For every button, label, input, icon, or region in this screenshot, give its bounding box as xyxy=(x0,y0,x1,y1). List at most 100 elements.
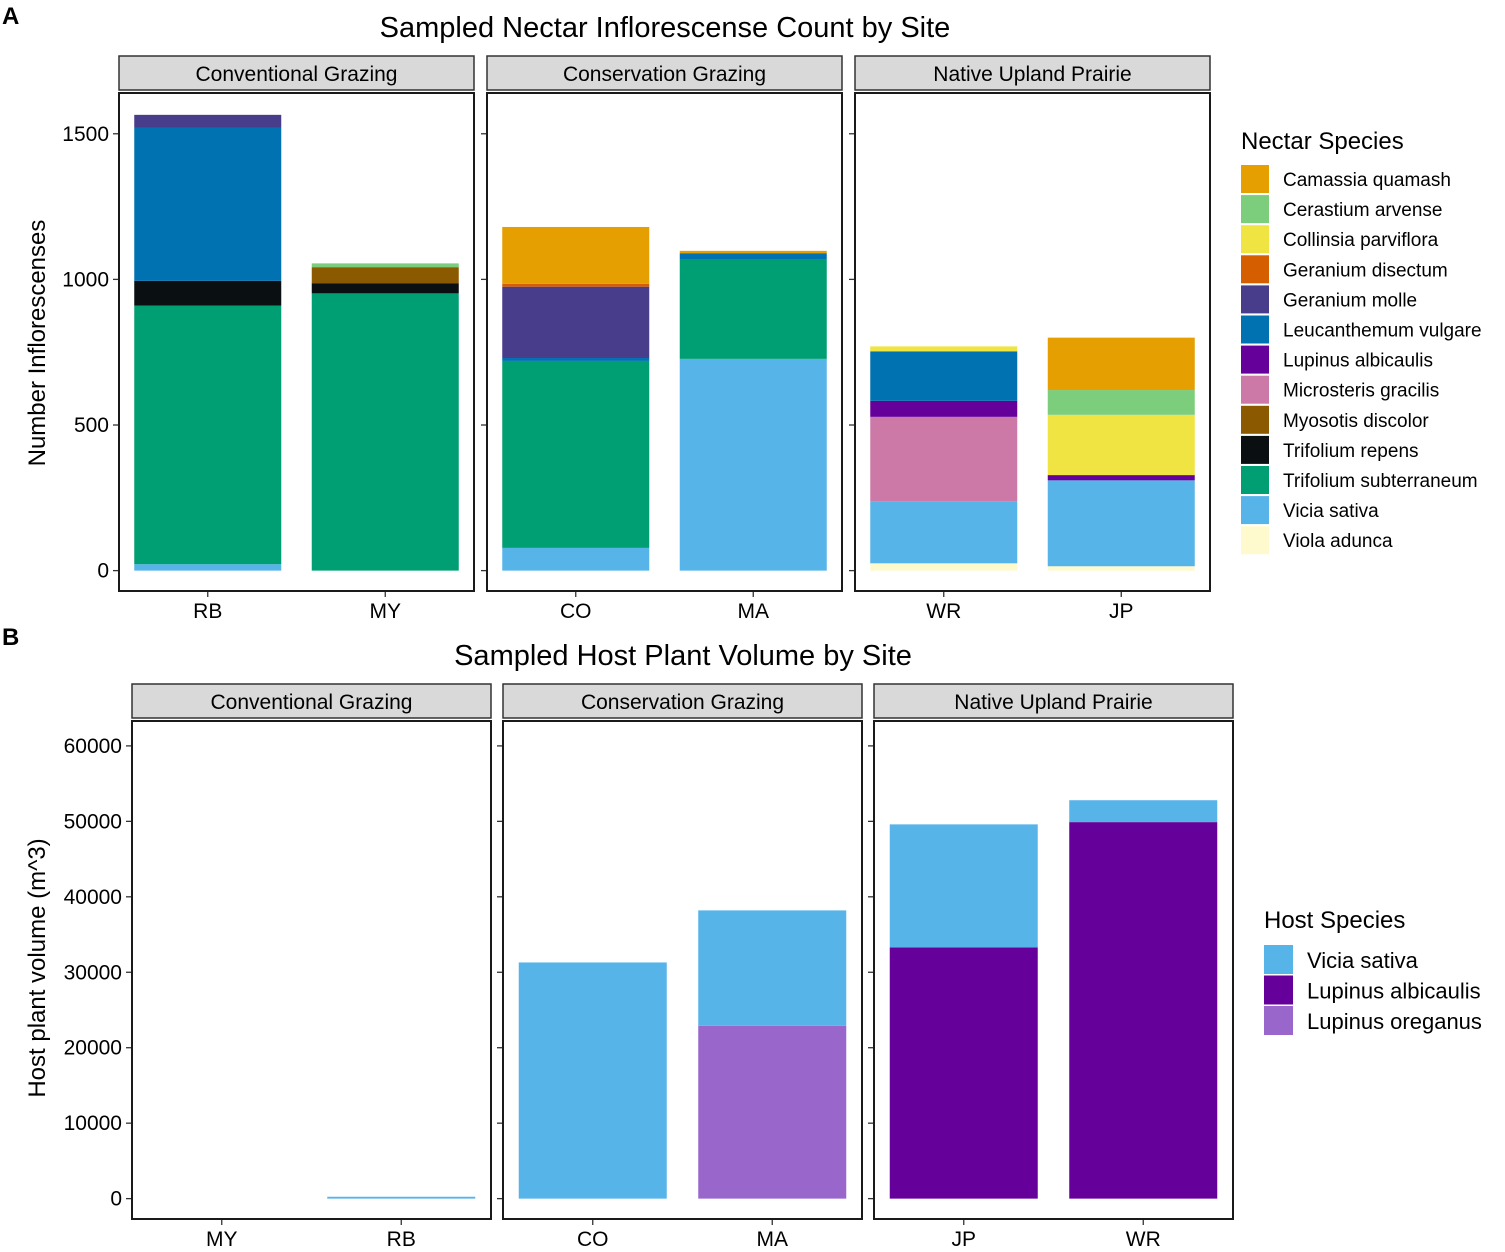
panel-b-bar-wr-lupinus-albicaulis xyxy=(1069,822,1218,1199)
panel-a-legend-key-geranium-molle xyxy=(1241,285,1269,314)
panel-b-bar-jp-vicia-sativa xyxy=(889,824,1038,948)
panel-a-bar-co-geranium-disectum xyxy=(502,283,650,287)
panel-a-bar-jp-vicia-sativa xyxy=(1047,480,1195,567)
panel-b-facet-conservation-grazing-border xyxy=(502,720,863,1220)
panel-a-x-tick-label-co: CO xyxy=(560,600,592,623)
panel-a-x-tick-label-wr: WR xyxy=(926,600,961,623)
panel-b-facet-native-upland-prairie-strip-label: Native Upland Prairie xyxy=(954,691,1152,714)
panel-a-bar-rb-trifolium-subterraneum xyxy=(134,305,282,565)
panel-a-bar-wr-microsteris-gracilis xyxy=(870,416,1018,502)
panel-a-bar-jp-viola-adunca xyxy=(1047,566,1195,571)
panel-a-bar-rb-leucanthemum-vulgare xyxy=(134,127,282,281)
panel-b-x-tick-label-wr: WR xyxy=(1126,1228,1161,1251)
panel-a-bar-jp-camassia-quamash xyxy=(1047,337,1195,391)
panel-a-facet-conventional-grazing-strip-label: Conventional Grazing xyxy=(196,63,398,86)
panel-b-bar-rb-vicia-sativa xyxy=(327,1196,476,1199)
panel-b-y-tick-label-60000: 60000 xyxy=(64,735,122,758)
panel-a-legend-label-trifolium-repens: Trifolium repens xyxy=(1283,441,1419,462)
panel-a-legend-label-leucanthemum-vulgare: Leucanthemum vulgare xyxy=(1283,321,1482,342)
panel-a-facet-conservation-grazing-strip-label: Conservation Grazing xyxy=(563,63,766,86)
panel-b-legend-label-lupinus-oreganus: Lupinus oreganus xyxy=(1307,1009,1482,1034)
panel-b-bar-ma-vicia-sativa xyxy=(698,910,847,1026)
panel-a-y-tick-label-1000: 1000 xyxy=(62,268,109,291)
panel-a-legend-key-collinsia-parviflora xyxy=(1241,225,1269,254)
panel-b-bar-ma-lupinus-oreganus xyxy=(698,1025,847,1199)
panel-a-legend-label-geranium-disectum: Geranium disectum xyxy=(1283,260,1448,281)
panel-a-legend-key-lupinus-albicaulis xyxy=(1241,345,1269,374)
panel-b-facet-conventional-grazing: Conventional Grazing MY RB 0 10000 20000 30000… xyxy=(64,683,492,1251)
panel-b-plot: Conventional Grazing MY RB 0 10000 20000 30000… xyxy=(64,683,1234,1251)
panel-a-bar-rb-trifolium-repens xyxy=(134,280,282,306)
panel-a-facet-conventional-grazing-strip xyxy=(118,55,475,91)
panel-a-y-tick-label-0: 0 xyxy=(97,560,109,583)
panel-a-facet-conservation-grazing-border xyxy=(486,92,843,592)
panel-a-facet-native-upland-prairie-strip xyxy=(854,55,1211,91)
panel-a-legend-label-geranium-molle: Geranium molle xyxy=(1283,290,1417,311)
panel-b-bar-jp-lupinus-albicaulis xyxy=(889,947,1038,1199)
panel-a-legend-key-microsteris-gracilis xyxy=(1241,375,1269,404)
panel-a-legend: Camassia quamash Cerastium arvense Collins… xyxy=(1241,165,1482,555)
panel-b-y-tick-label-40000: 40000 xyxy=(64,886,122,909)
panel-b-facet-conservation-grazing: Conservation Grazing CO MA xyxy=(497,683,863,1251)
panel-a-y-tick-label-1500: 1500 xyxy=(62,123,109,146)
panel-a-bar-jp-lupinus-albicaulis xyxy=(1047,475,1195,481)
panel-b-legend: Vicia sativa Lupinus albicaulis Lupinus or… xyxy=(1264,945,1482,1035)
panel-a-bar-ma-vicia-sativa xyxy=(679,358,827,571)
panel-a-legend-key-leucanthemum-vulgare xyxy=(1241,315,1269,344)
panel-a-bar-wr-vicia-sativa xyxy=(870,501,1018,564)
panel-b-y-tick-label-20000: 20000 xyxy=(64,1037,122,1060)
panel-a-legend-key-cerastium-arvense xyxy=(1241,195,1269,224)
panel-a-bar-rb-geranium-molle xyxy=(134,114,282,128)
panel-b-y-tick-label-30000: 30000 xyxy=(64,961,122,984)
panel-b-legend-key-lupinus-albicaulis xyxy=(1264,975,1293,1005)
panel-a-legend-key-trifolium-subterraneum xyxy=(1241,466,1269,494)
panel-a-legend-key-myosotis-discolor xyxy=(1241,405,1269,434)
panel-a-letter: A xyxy=(2,3,19,30)
panel-b-bar-wr-vicia-sativa xyxy=(1069,800,1218,823)
panel-a-bar-my-trifolium-subterraneum xyxy=(311,293,459,571)
panel-a-bar-wr-leucanthemum-vulgare xyxy=(870,351,1018,401)
panel-a-bar-jp-cerastium-arvense xyxy=(1047,390,1195,415)
panel-a-facet-conservation-grazing: Conservation Grazing CO MA xyxy=(481,55,843,623)
panel-a-x-tick-label-my: MY xyxy=(370,600,402,623)
panel-b-facet-conventional-grazing-strip-label: Conventional Grazing xyxy=(211,691,413,714)
panel-a-bar-my-myosotis-discolor xyxy=(311,267,459,284)
panel-a-facet-native-upland-prairie-strip-label: Native Upland Prairie xyxy=(933,63,1131,86)
panel-a-bar-co-trifolium-subterraneum xyxy=(502,360,650,548)
panel-a-plot: Conventional Grazing RB MY 0 500 1000 1500 Cons… xyxy=(62,55,1211,623)
panel-b-facet-native-upland-prairie-border xyxy=(873,720,1234,1220)
panel-b-legend-label-vicia-sativa: Vicia sativa xyxy=(1307,948,1419,973)
panel-b-legend-key-lupinus-oreganus xyxy=(1264,1006,1293,1035)
panel-b-bar-co-vicia-sativa xyxy=(518,962,667,1199)
panel-b-x-tick-label-jp: JP xyxy=(951,1228,976,1251)
panel-b-legend-label-lupinus-albicaulis: Lupinus albicaulis xyxy=(1307,979,1481,1004)
panel-a-bar-my-trifolium-repens xyxy=(311,283,459,294)
panel-b-facet-native-upland-prairie: Native Upland Prairie JP WR xyxy=(868,683,1234,1251)
panel-a-legend-label-myosotis-discolor: Myosotis discolor xyxy=(1283,411,1429,432)
panel-a-bar-wr-lupinus-albicaulis xyxy=(870,400,1018,417)
panel-a-title: Sampled Nectar Inflorescense Count by Si… xyxy=(380,12,951,44)
panel-a-facet-conventional-grazing: Conventional Grazing RB MY 0 500 1000 1500 xyxy=(62,55,475,623)
panel-b-facet-conservation-grazing-strip-label: Conservation Grazing xyxy=(581,691,784,714)
panel-a-facet-conventional-grazing-border xyxy=(118,92,475,592)
panel-a-x-tick-label-jp: JP xyxy=(1109,600,1134,623)
panel-b-x-tick-label-co: CO xyxy=(577,1228,609,1251)
panel-b-title: Sampled Host Plant Volume by Site xyxy=(454,640,912,672)
panel-b-legend-key-vicia-sativa xyxy=(1264,945,1293,974)
panel-b-x-tick-label-rb: RB xyxy=(387,1228,416,1251)
panel-a-legend-key-trifolium-repens xyxy=(1241,435,1269,464)
panel-a-legend-label-lupinus-albicaulis: Lupinus albicaulis xyxy=(1283,351,1433,372)
panel-a-legend-label-viola-adunca: Viola adunca xyxy=(1283,531,1393,552)
panel-a-legend-label-collinsia-parviflora: Collinsia parviflora xyxy=(1283,230,1439,251)
panel-b-x-tick-label-ma: MA xyxy=(757,1228,789,1251)
panel-a-bar-ma-leucanthemum-vulgare xyxy=(679,253,827,259)
panel-a-legend-title: Nectar Species xyxy=(1241,128,1404,155)
panel-b-letter: B xyxy=(2,624,19,651)
panel-a-legend-label-camassia-quamash: Camassia quamash xyxy=(1283,170,1451,191)
panel-a-legend-label-vicia-sativa: Vicia sativa xyxy=(1283,501,1379,522)
panel-b-facet-native-upland-prairie-strip xyxy=(873,683,1234,719)
panel-b-facet-conservation-grazing-strip xyxy=(502,683,863,719)
panel-a-facet-native-upland-prairie-border xyxy=(854,92,1211,592)
panel-a-x-tick-label-rb: RB xyxy=(193,600,222,623)
